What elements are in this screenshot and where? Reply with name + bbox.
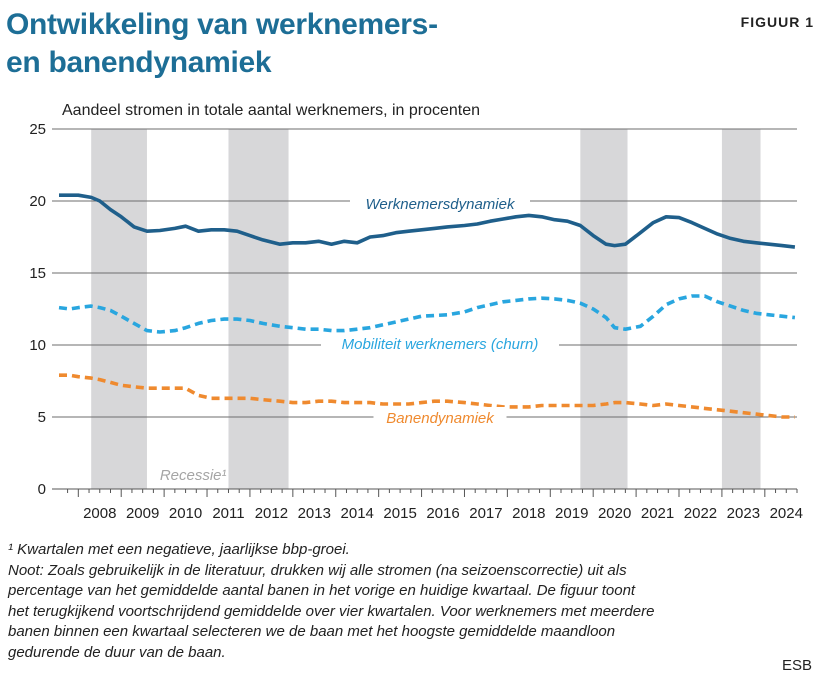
x-tick-label: 2020	[598, 505, 631, 522]
x-tick-label: 2014	[341, 505, 374, 522]
footnote-note-line: Noot: Zoals gebruikelijk in de literatuu…	[8, 561, 627, 579]
chart-title-line-2: en banendynamiek	[6, 46, 272, 79]
series-label-bg	[373, 407, 507, 427]
footnote-note-line: gedurende de duur van de baan.	[8, 643, 226, 661]
y-tick-label: 20	[29, 193, 46, 210]
chart-title: Ontwikkeling van werknemers- en banendyn…	[6, 6, 626, 82]
footnote-note-line: banen binnen een kwartaal selecteren we …	[8, 623, 616, 640]
recession-band	[228, 129, 289, 489]
series-label: Banendynamiek	[386, 410, 495, 427]
figure-label: FIGUUR 1	[740, 14, 814, 30]
series-label-bg	[321, 333, 559, 353]
footnote-note-line: percentage van het gemiddelde aantal ban…	[8, 582, 636, 599]
footnote-recession: ¹ Kwartalen met een negatieve, jaarlijks…	[8, 541, 350, 558]
series-label-bg	[350, 193, 530, 213]
x-axis: 2008 2009 2010 2011 2012 2013 2014 2015 2016 2017…	[67, 489, 803, 522]
x-tick-label: 2018	[512, 505, 545, 522]
chart-subtitle: Aandeel stromen in totale aantal werknem…	[62, 102, 481, 119]
recession-band	[580, 129, 628, 489]
series-lines	[58, 193, 796, 419]
gridlines	[52, 128, 797, 490]
x-tick-label: 2010	[169, 505, 202, 522]
line-chart: Recessie¹ 0 5 10 15 20 25 2008 2009 2010 2011 201…	[29, 121, 803, 522]
series-line	[59, 373, 795, 419]
footnote: ¹ Kwartalen met een negatieve, jaarlijks…	[8, 540, 768, 663]
x-tick-label: 2016	[426, 505, 459, 522]
series-label: Mobiliteit werknemers (churn)	[342, 336, 539, 353]
x-tick-label: 2023	[727, 505, 760, 522]
x-tick-label: 2015	[383, 505, 416, 522]
x-tick-label: 2024	[770, 505, 803, 522]
y-tick-label: 25	[29, 121, 46, 138]
y-axis-ticks: 0 5 10 15 20 25	[29, 121, 46, 498]
x-tick-label: 2019	[555, 505, 588, 522]
x-tick-label: 2017	[469, 505, 502, 522]
source-label: ESB	[781, 657, 812, 674]
series-line	[58, 294, 796, 334]
chart-title-line-1: Ontwikkeling van werknemers-	[6, 8, 438, 41]
series-labels: Werknemersdynamiek Mobiliteit werknemers …	[321, 193, 559, 427]
x-tick-label: 2021	[641, 505, 674, 522]
series-label: Werknemersdynamiek	[366, 196, 516, 213]
recession-bands: Recessie¹	[91, 129, 761, 489]
y-tick-label: 5	[38, 409, 46, 426]
x-tick-label: 2008	[83, 505, 116, 522]
series-line	[59, 193, 796, 249]
footnote-note-line: het terugkijkend voortschrijdend gemidde…	[8, 602, 655, 620]
y-tick-label: 0	[38, 481, 46, 498]
x-tick-label: 2011	[212, 505, 244, 522]
y-tick-label: 10	[29, 337, 46, 354]
y-tick-label: 15	[29, 265, 46, 282]
recession-label: Recessie¹	[160, 467, 227, 484]
x-tick-label: 2009	[126, 505, 159, 522]
x-tick-label: 2012	[255, 505, 288, 522]
x-tick-label: 2022	[684, 505, 717, 522]
x-tick-label: 2013	[298, 505, 331, 522]
